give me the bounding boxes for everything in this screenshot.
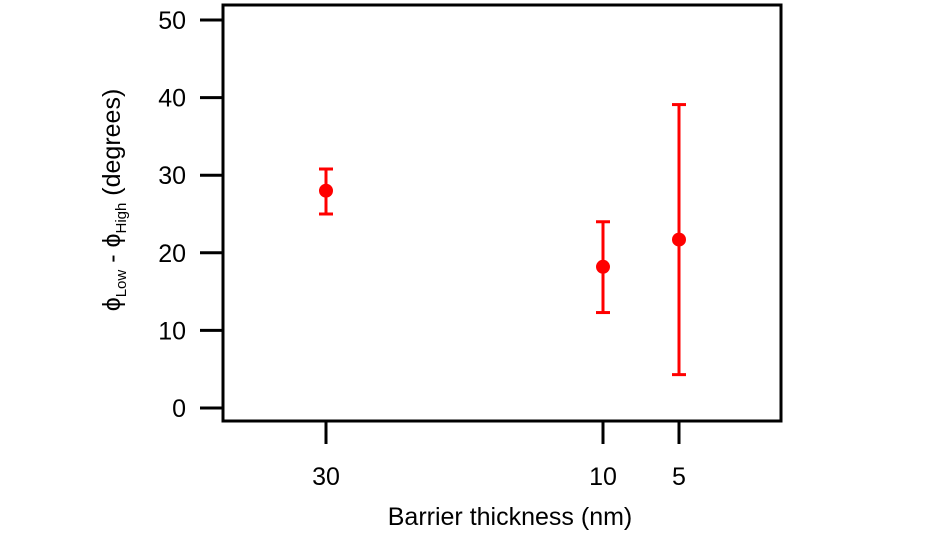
data-point-10 — [596, 259, 610, 274]
y-tick-label-0: 0 — [172, 395, 186, 423]
y-tick-label-50: 50 — [158, 7, 186, 35]
data-point-group-5 — [672, 103, 686, 377]
x-tick-label-30: 30 — [312, 463, 340, 491]
plot-frame — [221, 3, 783, 423]
y-title-phi-high: ϕ — [98, 234, 126, 248]
data-point-30 — [319, 183, 333, 198]
x-axis-title: Barrier thickness (nm) — [388, 503, 633, 531]
x-axis: 30 10 5 — [312, 421, 686, 491]
y-title-separator: - — [98, 248, 126, 270]
y-title-sub-low: Low — [113, 270, 130, 298]
data-point-group-30 — [319, 167, 333, 216]
data-point-5 — [672, 232, 686, 247]
y-axis: 0 10 20 30 40 50 — [158, 7, 223, 423]
y-tick-label-40: 40 — [158, 85, 186, 113]
y-title-sub-high: High — [113, 203, 130, 234]
x-tick-label-5: 5 — [672, 463, 686, 491]
data-point-group-10 — [596, 220, 610, 315]
y-tick-label-10: 10 — [158, 317, 186, 345]
x-tick-label-10: 10 — [589, 463, 617, 491]
y-tick-label-20: 20 — [158, 240, 186, 268]
y-title-phi-low: ϕ — [98, 297, 126, 311]
y-axis-title: ϕLow - ϕHigh (degrees) — [98, 89, 130, 312]
y-title-unit: (degrees) — [98, 89, 126, 203]
y-tick-label-30: 30 — [158, 162, 186, 190]
data-marks — [319, 103, 686, 377]
